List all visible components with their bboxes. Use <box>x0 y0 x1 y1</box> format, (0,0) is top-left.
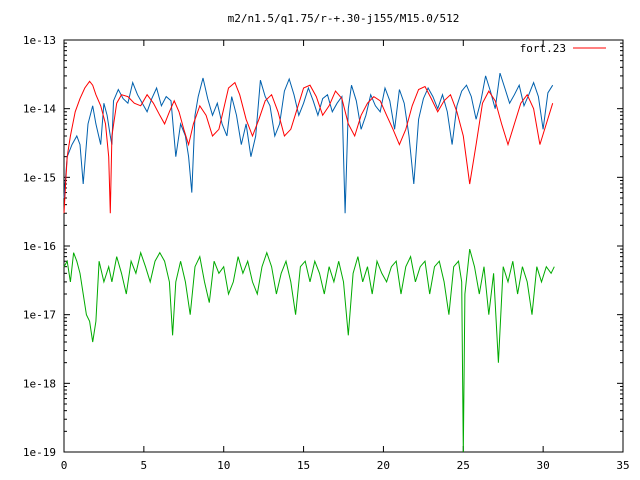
y-tick-label: 1e-14 <box>23 103 56 116</box>
series-line-1 <box>63 72 554 214</box>
legend: fort.23 <box>520 42 606 55</box>
chart-title: m2/n1.5/q1.75/r-+.30-j155/M15.0/512 <box>228 12 460 25</box>
x-tick-label: 25 <box>457 459 470 472</box>
x-tick-label: 15 <box>297 459 310 472</box>
y-tick-label: 1e-18 <box>23 377 56 390</box>
x-tick-label: 20 <box>377 459 390 472</box>
x-tick-label: 10 <box>217 459 230 472</box>
series-line-2 <box>63 248 555 453</box>
y-tick-label: 1e-13 <box>23 34 56 47</box>
y-tick-label: 1e-15 <box>23 171 56 184</box>
series-layer <box>63 72 555 453</box>
x-tick-label: 0 <box>61 459 68 472</box>
y-tick-label: 1e-19 <box>23 446 56 459</box>
series-line-0 <box>63 80 554 214</box>
x-tick-label: 5 <box>141 459 148 472</box>
y-tick-label: 1e-17 <box>23 309 56 322</box>
x-tick-label: 30 <box>537 459 550 472</box>
y-tick-label: 1e-16 <box>23 240 56 253</box>
x-tick-label: 35 <box>616 459 629 472</box>
legend-label: fort.23 <box>520 42 566 55</box>
axes: 0 5 10 15 20 25 30 35 1e-19 1e-18 1e-17 1e-16 1e-15 1… <box>23 34 630 472</box>
